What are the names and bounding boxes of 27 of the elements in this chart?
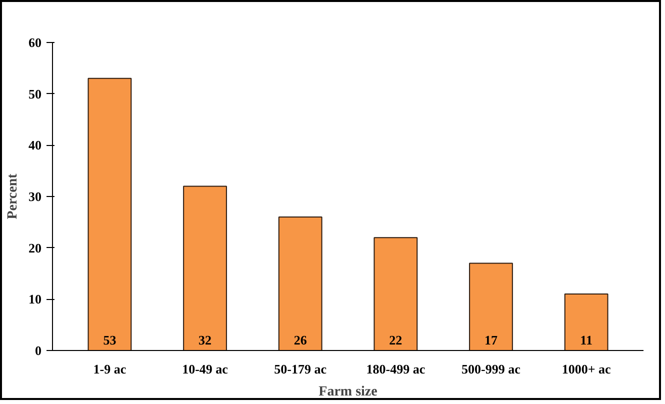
x-tick-label: 180-499 ac: [366, 362, 426, 376]
y-tick-label: 40: [28, 138, 42, 153]
x-tick-label: 50-179 ac: [274, 362, 327, 376]
x-tick-label: 10-49 ac: [182, 362, 228, 376]
x-tick-label: 500-999 ac: [462, 362, 521, 376]
data-label: 17: [484, 332, 498, 348]
bar: [183, 186, 227, 350]
data-label: 32: [198, 332, 212, 348]
x-tick-label: 1000+ ac: [562, 362, 611, 376]
y-tick-label: 0: [35, 343, 42, 358]
data-label: 26: [294, 332, 308, 348]
bar: [88, 78, 132, 350]
bar: [469, 262, 513, 350]
y-tick-label: 10: [28, 292, 42, 307]
y-tick-label: 50: [28, 86, 42, 102]
y-tick-label: 20: [28, 240, 42, 256]
data-label: 53: [103, 332, 117, 348]
bar: [374, 237, 418, 350]
bar: [278, 216, 322, 350]
y-tick-label: 60: [28, 35, 42, 50]
data-label: 11: [580, 332, 592, 348]
data-label: 22: [389, 332, 402, 348]
bar: [564, 294, 608, 350]
x-tick-label: 1-9 ac: [93, 362, 126, 376]
y-tick-label: 30: [28, 189, 42, 204]
y-axis-title: Percent: [6, 173, 20, 220]
x-axis-title: Farm size: [318, 384, 378, 400]
